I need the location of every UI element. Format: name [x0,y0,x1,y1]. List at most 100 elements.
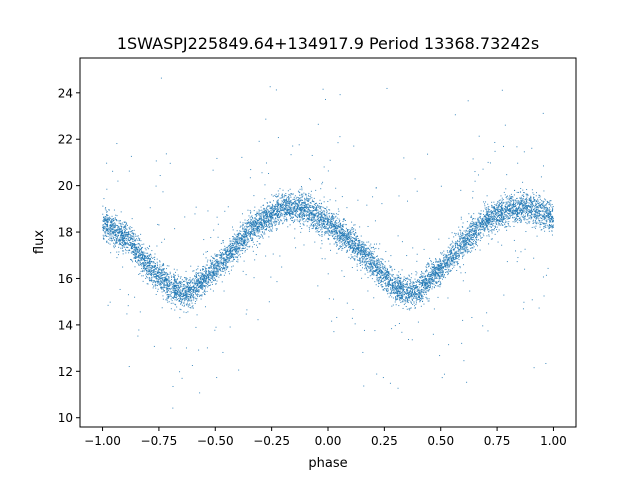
scatter-point [109,228,111,230]
scatter-point [221,255,223,257]
scatter-point [175,294,177,296]
scatter-point [202,281,204,283]
scatter-point [415,300,417,302]
scatter-point [487,223,489,225]
scatter-point [168,276,170,278]
scatter-point [265,219,267,221]
scatter-point [258,229,260,231]
scatter-point [108,209,110,211]
scatter-point [399,294,401,296]
scatter-point [150,254,152,256]
scatter-point [142,264,144,266]
scatter-point [483,218,485,220]
scatter-point [481,222,483,224]
scatter-point [176,286,178,288]
scatter-point [294,205,296,207]
scatter-point [154,267,156,269]
scatter-point [373,269,375,271]
scatter-point [466,239,468,241]
scatter-point [220,274,222,276]
scatter-point [236,260,238,262]
scatter-point [140,265,142,267]
scatter-point [484,221,486,223]
scatter-point [123,221,125,223]
scatter-point [416,253,418,255]
scatter-point [107,235,109,237]
scatter-point [350,237,352,239]
scatter-point [263,217,265,219]
scatter-point [429,275,431,277]
scatter-point [113,220,115,222]
scatter-point [512,221,514,223]
scatter-point [194,275,196,277]
scatter-point [475,237,477,239]
scatter-point [452,245,454,247]
scatter-point [398,298,400,300]
scatter-point [225,252,227,254]
scatter-point [313,204,315,206]
scatter-point [259,218,261,220]
scatter-point [336,226,338,228]
scatter-point [352,250,354,252]
scatter-point [477,221,479,223]
scatter-point [412,295,414,297]
scatter-point [213,280,215,282]
scatter-point [452,256,454,258]
scatter-point [189,292,191,294]
scatter-point [142,266,144,268]
scatter-point [151,250,153,252]
scatter-point [491,216,493,218]
scatter-point [420,276,422,278]
scatter-point [225,264,227,266]
scatter-point [159,264,161,266]
scatter-point [449,256,451,258]
scatter-point [215,256,217,258]
scatter-point [292,210,294,212]
scatter-point [423,292,425,294]
scatter-point [485,207,487,209]
scatter-point [180,301,182,303]
scatter-point [191,289,193,291]
scatter-point [489,162,491,164]
scatter-point [168,294,170,296]
scatter-point [190,281,192,283]
scatter-point [237,242,239,244]
scatter-point [384,265,386,267]
scatter-point [115,241,117,243]
scatter-point [510,204,512,206]
scatter-point [332,232,334,234]
scatter-point [168,281,170,283]
scatter-point [489,211,491,213]
scatter-point [179,294,181,296]
scatter-point [142,269,144,271]
scatter-point [106,228,108,230]
scatter-point [491,229,493,231]
scatter-point [500,217,502,219]
scatter-point [420,274,422,276]
scatter-point [197,268,199,270]
scatter-point [236,230,238,232]
scatter-point [282,209,284,211]
scatter-point [477,218,479,220]
scatter-point [390,278,392,280]
scatter-point [462,226,464,228]
scatter-point [307,211,309,213]
scatter-point [232,253,234,255]
scatter-point [119,240,121,242]
scatter-point [118,232,120,234]
scatter-point [394,268,396,270]
scatter-point [524,216,526,218]
scatter-point [184,293,186,295]
scatter-point [475,221,477,223]
scatter-point [174,293,176,295]
scatter-point [458,226,460,228]
scatter-point [258,243,260,245]
scatter-point [355,250,357,252]
scatter-point [444,259,446,261]
scatter-point [523,211,525,213]
scatter-point [190,286,192,288]
scatter-point [361,246,363,248]
scatter-point [292,193,294,195]
scatter-point [192,307,194,309]
scatter-point [454,251,456,253]
